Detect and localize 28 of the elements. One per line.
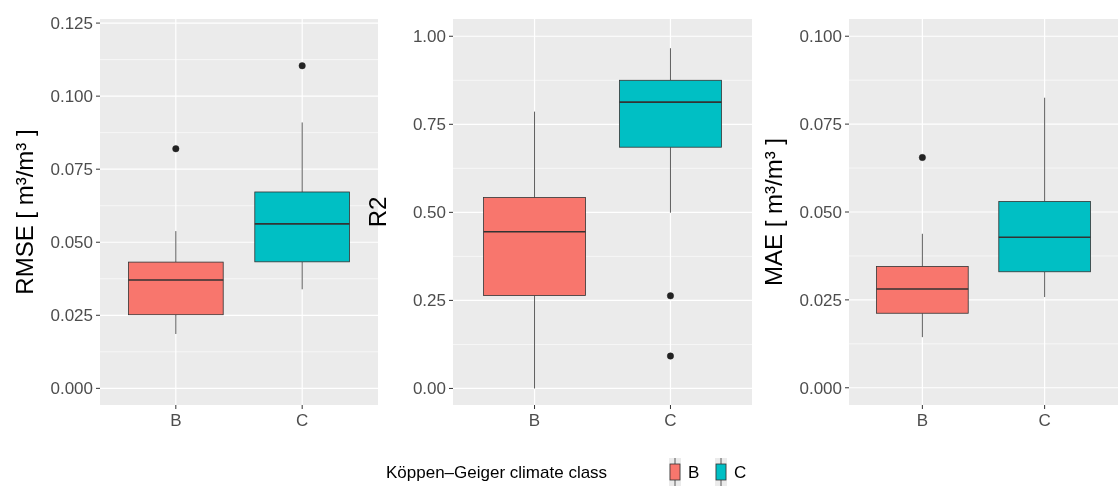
- y-tick-label: 0.75: [412, 115, 446, 135]
- y-tick-label: 0.125: [50, 14, 93, 34]
- y-tick-label: 0.100: [50, 87, 93, 107]
- x-tick-label: C: [1038, 411, 1051, 430]
- legend-label: C: [734, 463, 747, 482]
- x-tick-label: B: [528, 411, 541, 430]
- y-axis-title: MAE [ m³/m³ ]: [760, 138, 787, 286]
- y-tick-label: 1.00: [412, 27, 446, 47]
- y-tick-label: 0.025: [799, 290, 842, 310]
- y-tick-label: 0.25: [412, 291, 446, 311]
- x-tick-label: C: [296, 411, 309, 430]
- y-tick-label: 0.000: [50, 379, 93, 399]
- y-tick-label: 0.000: [799, 378, 842, 398]
- x-tick-label: C: [664, 411, 677, 430]
- y-axis-title: RMSE [ m³/m³ ]: [11, 129, 38, 295]
- y-tick-label: 0.075: [50, 160, 93, 180]
- legend-title: Köppen–Geiger climate class: [386, 463, 608, 482]
- y-tick-label: 0.00: [412, 379, 446, 399]
- legend-label: B: [688, 463, 700, 482]
- y-tick-label: 0.100: [799, 27, 842, 47]
- y-tick-label: 0.50: [412, 203, 446, 223]
- y-tick-label: 0.050: [799, 202, 842, 222]
- y-tick-label: 0.050: [50, 233, 93, 253]
- y-tick-label: 0.025: [50, 306, 93, 326]
- x-tick-label: B: [916, 411, 929, 430]
- y-tick-label: 0.075: [799, 115, 842, 135]
- y-axis-title: R2: [364, 196, 391, 228]
- x-tick-label: B: [170, 411, 182, 430]
